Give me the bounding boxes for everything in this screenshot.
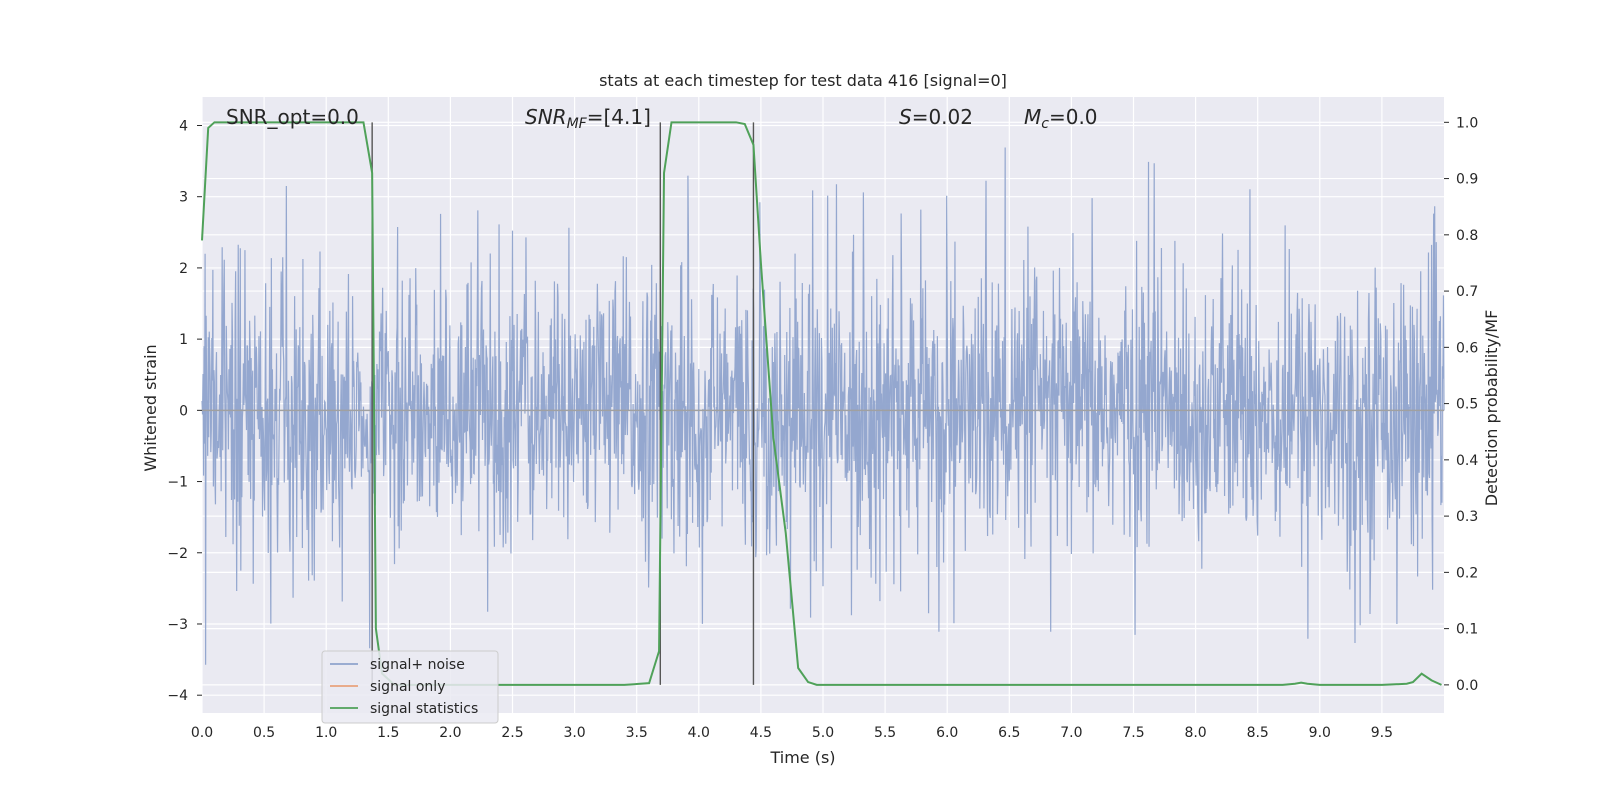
x-tick-label: 1.5 — [377, 725, 399, 741]
y-tick-label-left: 0 — [179, 403, 188, 419]
y-tick-label-right: 0.6 — [1456, 340, 1478, 356]
annotation-mc-sub: c — [1041, 116, 1049, 132]
y-tick-label-left: −3 — [167, 617, 188, 633]
x-tick-label: 2.0 — [439, 725, 461, 741]
annotation-mc-label: M — [1024, 105, 1041, 129]
y-tick-label-right: 0.3 — [1456, 509, 1478, 525]
y-tick-label-left: 4 — [179, 118, 188, 134]
x-tick-label: 3.0 — [563, 725, 585, 741]
x-tick-label: 6.5 — [998, 725, 1020, 741]
annotation-snr-mf: SNRMF=[4.1] — [525, 105, 651, 132]
x-tick-label: 0.5 — [253, 725, 275, 741]
y-tick-label-left: 2 — [179, 261, 188, 277]
x-tick-label: 4.0 — [688, 725, 710, 741]
x-tick-label: 9.0 — [1309, 725, 1331, 741]
x-tick-label: 1.0 — [315, 725, 337, 741]
y-tick-label-right: 0.4 — [1456, 453, 1478, 469]
y-tick-label-left: −2 — [167, 546, 188, 562]
x-axis-label: Time (s) — [769, 748, 835, 767]
y-tick-label-right: 0.0 — [1456, 678, 1478, 694]
y-tick-label-right: 1.0 — [1456, 115, 1478, 131]
legend-label-signal-only: signal only — [370, 679, 445, 695]
legend-label-signal-noise: signal+ noise — [370, 657, 465, 673]
x-tick-label: 8.0 — [1184, 725, 1206, 741]
x-tick-label: 9.5 — [1371, 725, 1393, 741]
annotation-mc-value: =0.0 — [1049, 105, 1098, 129]
x-tick-label: 5.5 — [874, 725, 896, 741]
x-tick-label: 7.5 — [1122, 725, 1144, 741]
y-tick-label-right: 0.2 — [1456, 565, 1478, 581]
x-tick-label: 4.5 — [750, 725, 772, 741]
series-line-signal-statistics — [201, 121, 1442, 686]
legend-label-signal-statistics: signal statistics — [370, 701, 478, 717]
annotation-snr-mf-value: =[4.1] — [587, 105, 651, 129]
annotation-s-label: S — [899, 105, 912, 129]
x-tick-label: 2.5 — [501, 725, 523, 741]
x-tick-label: 7.0 — [1060, 725, 1082, 741]
y-tick-label-left: 1 — [179, 332, 188, 348]
y-tick-label-left: −1 — [167, 475, 188, 491]
series-line-signal-noise — [201, 147, 1445, 665]
y-tick-label-right: 0.1 — [1456, 622, 1478, 638]
y-tick-label-right: 0.5 — [1456, 397, 1478, 413]
y-axis-label-left: Whitened strain — [141, 344, 160, 471]
y-tick-label-left: −4 — [167, 688, 188, 704]
x-tick-label: 8.5 — [1247, 725, 1269, 741]
annotation-snr-mf-main: SNR — [525, 105, 567, 129]
y-tick-label-right: 0.8 — [1456, 228, 1478, 244]
x-tick-label: 3.5 — [626, 725, 648, 741]
legend: signal+ noise signal only signal statist… — [321, 650, 499, 724]
x-tick-label: 0.0 — [191, 725, 213, 741]
y-tick-label-left: 3 — [179, 190, 188, 206]
annotation-s-value: =0.02 — [912, 105, 973, 129]
annotation-snr-mf-sub: MF — [567, 116, 588, 132]
x-tick-label: 5.0 — [812, 725, 834, 741]
legend-box — [321, 650, 499, 724]
chart-title: stats at each timestep for test data 416… — [599, 71, 1007, 90]
annotation-snr-opt: SNR_opt=0.0 — [226, 105, 359, 129]
annotation-mc: Mc=0.0 — [1024, 105, 1098, 132]
y-axis-label-right: Detection probability/MF — [1482, 310, 1501, 507]
ticks-layer: 0.0 0.5 1.0 1.5 2.0 2.5 3.0 3.5 4.0 4.5 5.0 5.5 6.0 6… — [167, 115, 1478, 741]
y-tick-label-right: 0.7 — [1456, 284, 1478, 300]
lines-layer — [201, 121, 1445, 686]
annotation-s: S=0.02 — [899, 105, 973, 129]
x-tick-label: 6.0 — [936, 725, 958, 741]
y-tick-label-right: 0.9 — [1456, 172, 1478, 188]
